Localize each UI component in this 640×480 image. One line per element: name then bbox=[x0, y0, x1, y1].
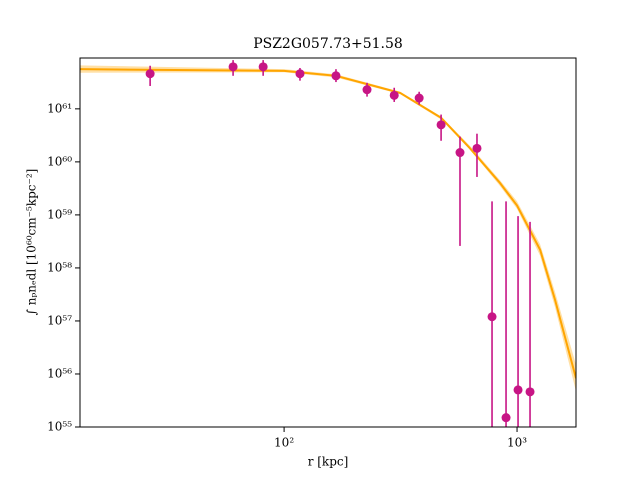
plot-area bbox=[80, 60, 576, 427]
y-tick-label: 10⁶¹ bbox=[47, 101, 72, 115]
data-point bbox=[525, 387, 535, 397]
y-axis-label: ∫ nₚnₑdl [10⁶⁰cm⁻⁵kpc⁻²] bbox=[25, 169, 39, 316]
data-point bbox=[501, 413, 511, 423]
y-tick-label: 10⁵⁸ bbox=[47, 260, 72, 274]
data-point bbox=[145, 69, 155, 79]
chart-title: PSZ2G057.73+51.58 bbox=[253, 36, 403, 52]
model-line bbox=[80, 68, 576, 379]
data-point bbox=[513, 385, 523, 395]
data-point bbox=[362, 85, 372, 95]
data-point bbox=[472, 143, 482, 153]
x-tick-label: 10³ bbox=[507, 436, 527, 450]
data-point bbox=[487, 312, 497, 322]
data-point bbox=[331, 71, 341, 81]
data-point bbox=[455, 148, 465, 158]
data-point bbox=[389, 90, 399, 100]
y-tick-label: 10⁵⁷ bbox=[47, 313, 72, 327]
x-axis-label: r [kpc] bbox=[308, 455, 349, 469]
data-point bbox=[228, 62, 238, 72]
y-tick-label: 10⁵⁹ bbox=[47, 207, 72, 221]
y-tick-label: 10⁵⁵ bbox=[47, 420, 72, 434]
y-tick-label: 10⁵⁶ bbox=[47, 366, 72, 380]
axes-frame bbox=[79, 57, 577, 428]
data-point bbox=[414, 93, 424, 103]
y-tick-label: 10⁶⁰ bbox=[47, 154, 72, 168]
data-point bbox=[258, 62, 268, 72]
x-tick-label: 10² bbox=[274, 436, 294, 450]
data-point bbox=[436, 120, 446, 130]
data-point bbox=[295, 69, 305, 79]
